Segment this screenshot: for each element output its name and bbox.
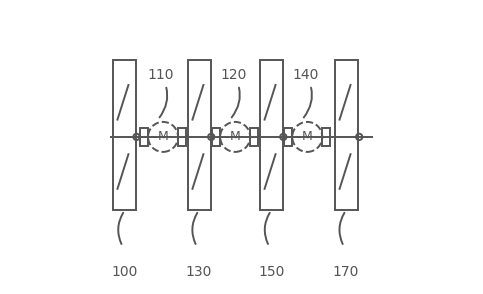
Bar: [284, 128, 292, 146]
Text: M: M: [230, 131, 241, 143]
Bar: [188, 61, 211, 211]
Text: 120: 120: [221, 68, 247, 117]
Text: 110: 110: [148, 68, 174, 117]
Text: 150: 150: [258, 265, 284, 280]
Bar: [335, 61, 358, 211]
Text: 100: 100: [112, 265, 138, 280]
Text: 140: 140: [293, 68, 319, 117]
Bar: [178, 128, 186, 146]
Bar: [140, 128, 148, 146]
Bar: [113, 61, 136, 211]
Bar: [250, 128, 258, 146]
Text: 130: 130: [185, 265, 212, 280]
Text: 170: 170: [333, 265, 359, 280]
Bar: [322, 128, 330, 146]
Text: M: M: [302, 131, 313, 143]
Bar: [212, 128, 220, 146]
Text: M: M: [157, 131, 169, 143]
Bar: [260, 61, 284, 211]
